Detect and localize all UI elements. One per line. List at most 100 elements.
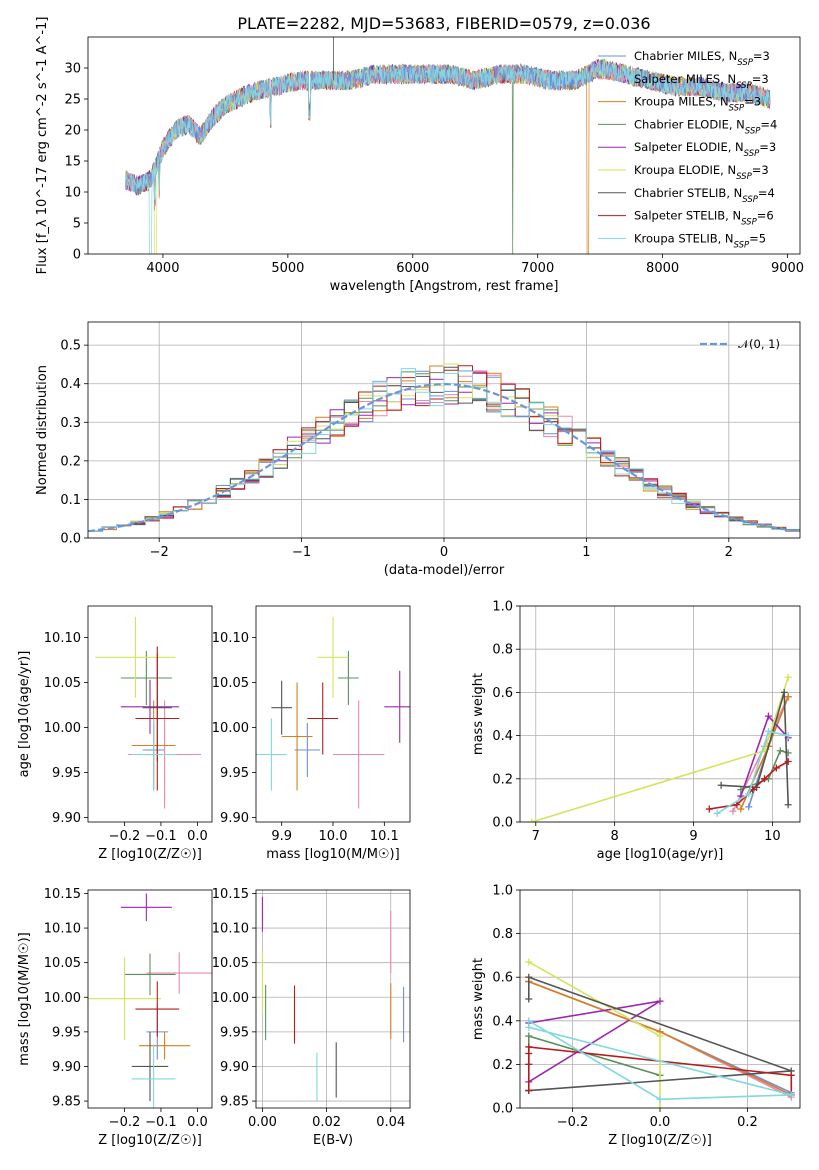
series-marker [656, 1032, 664, 1040]
weight-vs-z-panel: −0.2 0.0 0.2 0.0 0.2 0.4 0.6 0.8 1.0 Z [log10(Z/Z… [471, 884, 801, 1148]
y-tick-label: 5 [73, 217, 81, 232]
axes-frame [519, 889, 801, 1109]
x-tick-label: 9000 [771, 261, 804, 276]
x-axis-label: mass [log10(M/M☉)] [266, 847, 399, 862]
series-6 [525, 958, 664, 1108]
plot-area [256, 616, 410, 809]
plot-area [528, 673, 792, 822]
x-tick-label: 8000 [646, 261, 679, 276]
y-tick-label: 0.1 [60, 493, 81, 508]
x-tick-label: −0.2 [109, 829, 141, 844]
series-marker [525, 995, 533, 1003]
series-line [716, 730, 789, 815]
series-line [531, 677, 789, 822]
series-marker [656, 1104, 664, 1108]
axes-frame [87, 605, 213, 823]
series-marker [525, 1032, 533, 1040]
series-marker [729, 807, 737, 815]
x-tick-label: 0 [440, 545, 448, 560]
legend-value: =3 [753, 49, 770, 63]
series-marker [764, 712, 772, 720]
y-tick-label: 15 [64, 155, 81, 170]
point-5 [384, 670, 410, 743]
y-tick-label: 10.00 [212, 721, 249, 736]
x-tick-label: −0.1 [145, 1115, 177, 1130]
series-marker [784, 801, 792, 809]
series-marker [525, 1050, 533, 1057]
series-marker [745, 790, 753, 798]
x-tick-label: 7 [532, 829, 540, 844]
x-tick-label: 0.0 [187, 1115, 208, 1130]
y-tick-label: 9.95 [220, 1025, 249, 1040]
y-tick-label: 10.15 [44, 887, 81, 902]
point-2 [333, 700, 385, 809]
axes-frame [255, 889, 411, 1109]
series-marker [733, 801, 741, 809]
point-6 [317, 616, 349, 698]
y-tick-label: 1.0 [492, 884, 513, 899]
point-6 [95, 616, 176, 698]
point-8 [307, 682, 339, 755]
y-tick-label: 0.0 [60, 532, 81, 547]
axes-frame [255, 605, 411, 823]
x-tick-label: 2 [725, 545, 733, 560]
x-tick-label: 9 [689, 829, 697, 844]
y-tick-label: 10.05 [212, 676, 249, 691]
x-tick-label: 0.0 [187, 829, 208, 844]
x-tick-label: 10.0 [319, 829, 348, 844]
y-tick-label: 10.00 [212, 991, 249, 1006]
axes-frame [87, 889, 213, 1109]
legend-label: Chabrier STELIB, NSSP=4 [634, 186, 775, 205]
plot-area [525, 958, 795, 1108]
y-tick-label: 10.10 [44, 922, 81, 937]
series-marker [525, 973, 533, 981]
point-5 [120, 679, 180, 734]
x-axis-label: E(B-V) [313, 1133, 353, 1148]
y-tick-label: 10.10 [212, 922, 249, 937]
series-marker [784, 693, 792, 701]
series-line [721, 692, 789, 805]
y-axis-label: Normed distribution [35, 365, 50, 495]
point-2 [146, 952, 212, 994]
y-tick-label: 0.8 [492, 927, 513, 942]
age-vs-mass-panel: 9.9 10.0 10.1 9.90 9.95 10.00 10.05 10.10 mass [… [212, 605, 411, 862]
spectrum-panel: 4000 5000 6000 7000 8000 9000 0 5 10 15 20 25 30 wave… [35, 17, 804, 294]
histogram-panel: −2 −1 0 1 2 0.0 0.1 0.2 0.3 0.4 0.5 (data-model)/er… [35, 321, 801, 578]
series-marker [717, 781, 725, 789]
y-tick-label: 30 [64, 62, 81, 77]
y-tick-label: 0.4 [492, 1014, 513, 1029]
series-9 [525, 1017, 795, 1103]
series-marker [772, 764, 780, 772]
legend-sub: SSP [734, 240, 750, 250]
mass-vs-ebv-panel: 0.00 0.02 0.04 9.85 9.90 9.95 10.00 10.05 10.10 1… [212, 887, 411, 1148]
plot-area [261, 896, 405, 1102]
point-4 [338, 651, 359, 705]
weight-vs-age-panel: 7 8 9 10 0.0 0.2 0.4 0.6 0.8 1.0 age [log10(age/yr… [471, 600, 801, 862]
legend-sub: SSP [742, 195, 758, 205]
y-tick-label: 10 [64, 186, 81, 201]
point-5 [120, 893, 172, 922]
y-tick-label: 1.0 [492, 600, 513, 615]
series-marker [525, 1023, 533, 1031]
y-tick-label: 9.95 [52, 1025, 81, 1040]
legend-sub: SSP [741, 218, 757, 228]
series-line [528, 976, 792, 1092]
legend-label: Chabrier MILES, NSSP=3 [634, 49, 770, 68]
legend-sub: SSP [729, 104, 745, 114]
x-tick-label: 0.02 [312, 1115, 341, 1130]
y-axis-label: age [log10(age/yr)] [17, 651, 32, 778]
y-tick-label: 10.00 [44, 991, 81, 1006]
x-tick-label: 9.9 [271, 829, 292, 844]
x-tick-label: 7000 [521, 261, 554, 276]
y-tick-label: 0.6 [492, 686, 513, 701]
y-tick-label: 9.95 [52, 766, 81, 781]
y-axis-label: mass weight [471, 673, 486, 755]
x-tick-label: −2 [150, 545, 169, 560]
y-tick-label: 9.90 [220, 811, 249, 826]
x-tick-label: −1 [292, 545, 311, 560]
legend-value: =4 [758, 186, 775, 200]
series-marker [737, 805, 745, 813]
y-tick-label: 0 [73, 248, 81, 263]
x-axis-label: (data-model)/error [384, 563, 505, 578]
